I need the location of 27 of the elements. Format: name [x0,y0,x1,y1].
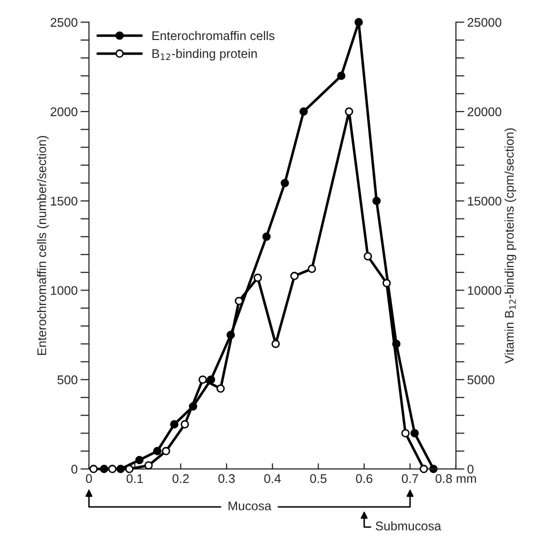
y-tick-label: 1500 [50,196,78,206]
y2-axis-title: Vitamin B$_{12}$-binding proteins (cpm/section) [504,128,516,364]
y-tick-label: 0 [71,464,78,474]
x-tick-label: 0.8 mm [436,474,476,484]
y2-tick-label: 20000 [468,107,502,116]
y-tick-label: 500 [57,375,78,384]
text: Mucosa [228,502,272,510]
y-axis-title: Enterochromaffin cells (number/section) [37,136,49,355]
x-tick-label: 0.7 [402,474,418,484]
x-tick-label: 0 [86,474,92,484]
x-tick-label: 0.6 [356,474,372,484]
y2-tick-label: 15000 [468,196,502,206]
y2-tick-label: 5000 [468,375,494,384]
y-tick-label: 2000 [50,107,78,116]
legend-label: Enterochromaffin cells [152,30,274,40]
x-tick-label: 0.2 [172,474,189,484]
y-tick-label: 1000 [50,286,78,295]
x-tick-label: 0.3 [218,474,235,484]
y-tick-label: 2500 [50,18,78,27]
text: Submucosa [376,521,442,530]
y2-tick-label: 0 [468,464,474,474]
x-tick-label: 0.5 [310,474,326,484]
y2-tick-label: 10000 [468,286,502,295]
x-tick-label: 0.4 [264,474,281,484]
x-tick-label: 0.1 [126,474,143,484]
legend-label: B$_{12}$-binding protein [152,48,257,61]
y2-tick-label: 25000 [468,18,502,27]
